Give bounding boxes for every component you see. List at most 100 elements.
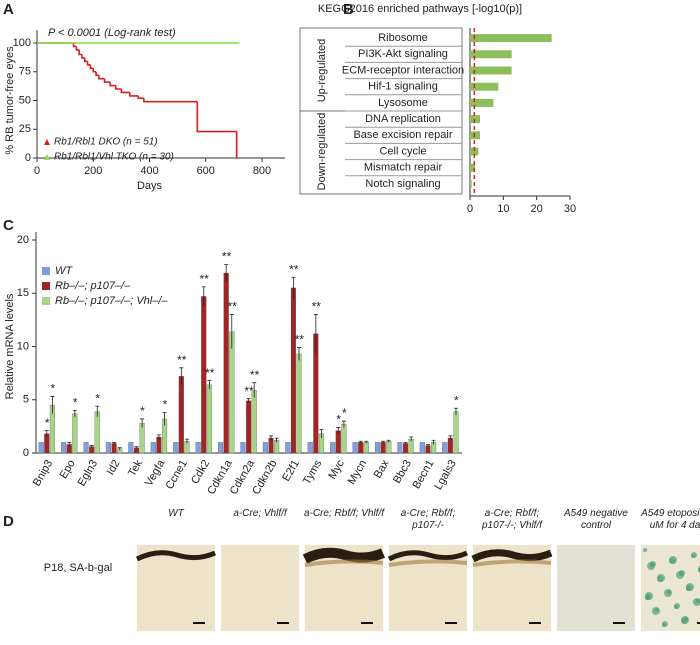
error-bar: [179, 367, 184, 385]
error-bar: [319, 429, 324, 439]
significance-mark: **: [199, 272, 209, 286]
km-step: [84, 57, 88, 63]
column-header: a-Cre; Rbf/f; p107-/-: [400, 508, 456, 531]
error-bar: [297, 347, 302, 361]
km-step: [98, 75, 105, 80]
y-tick-label: 0: [23, 447, 29, 459]
error-bar: [50, 396, 55, 414]
bar: [470, 66, 512, 75]
bar: [380, 442, 386, 454]
km-step: [72, 43, 77, 48]
y-tick-label: 20: [17, 234, 29, 246]
bar: [105, 442, 112, 454]
bar: [178, 376, 184, 454]
x-tick-label: Cdk2: [189, 458, 212, 486]
x-tick-label: 800: [253, 165, 271, 177]
x-tick-label: Bbc3: [391, 458, 414, 486]
error-bar: [156, 434, 161, 440]
error-bar: [364, 440, 369, 444]
error-bar: [89, 445, 94, 448]
error-bar: [381, 440, 386, 444]
x-tick-label: 10: [497, 203, 509, 215]
error-bar: [207, 380, 212, 390]
bar: [447, 437, 453, 454]
x-tick-label: Egln3: [76, 458, 100, 488]
significance-mark: **: [289, 262, 299, 276]
bar: [453, 411, 459, 454]
km-step: [89, 64, 94, 70]
bar: [296, 353, 302, 454]
stain-spot: [691, 554, 695, 558]
bar: [72, 413, 78, 454]
significance-mark: *: [140, 404, 145, 418]
category-label: PI3K-Akt signaling: [358, 48, 448, 60]
error-bar: [44, 430, 49, 438]
bar: [111, 443, 117, 454]
bar: [38, 442, 44, 454]
error-bar: [403, 441, 408, 445]
stain-spot: [676, 571, 684, 579]
km-step: [103, 78, 111, 83]
error-bar: [269, 435, 274, 441]
y-axis-label: % RB tumor-free eyes: [4, 46, 16, 155]
legend-marker: [44, 154, 50, 160]
bar: [358, 442, 364, 454]
error-bar: [112, 441, 117, 445]
stain-spot: [645, 596, 649, 600]
column-header: A549 etoposide 1 uM for 4 days: [641, 508, 700, 531]
x-tick-label: 400: [140, 165, 158, 177]
significance-mark: **: [250, 368, 260, 382]
significance-mark: **: [228, 300, 238, 314]
x-tick-label: Epo: [58, 458, 78, 481]
significance-mark: *: [73, 396, 78, 410]
bar: [386, 441, 392, 454]
bar: [156, 436, 162, 454]
km-step: [75, 46, 80, 51]
bar: [442, 442, 448, 454]
column-header: a-Cre; Vhlf/f: [233, 508, 287, 519]
error-bar: [134, 446, 139, 449]
tissue-band: [387, 550, 469, 562]
bar: [251, 390, 257, 454]
bar: [150, 442, 156, 454]
error-bar: [162, 412, 167, 426]
error-bar: [72, 410, 77, 417]
bar: [397, 442, 403, 454]
tissue-band: [135, 550, 217, 562]
bar: [470, 163, 475, 172]
stain-spot: [674, 605, 678, 609]
bar: [470, 34, 552, 43]
error-bar: [291, 276, 296, 299]
bar: [61, 442, 67, 454]
stain: [388, 559, 468, 567]
error-bar: [448, 435, 453, 441]
bar: [240, 442, 246, 454]
km-step: [143, 98, 198, 103]
bar: [290, 287, 296, 454]
error-bar: [453, 407, 458, 415]
x-tick-label: 200: [84, 165, 102, 177]
bar: [218, 442, 224, 454]
error-bar: [425, 444, 430, 447]
panel-label: C: [3, 217, 14, 234]
category-label: Mismatch repair: [364, 162, 443, 174]
category-label: Ribosome: [378, 32, 428, 44]
bar: [268, 437, 274, 454]
tissue-band: [471, 549, 553, 563]
significance-mark: **: [312, 300, 322, 314]
legend-swatch: [42, 282, 50, 290]
x-tick-label: 30: [564, 203, 576, 215]
category-label: DNA replication: [365, 113, 441, 125]
stain-spot: [669, 558, 675, 564]
stain-spot: [662, 623, 666, 627]
error-bar: [67, 441, 72, 447]
bar: [173, 442, 179, 454]
bar: [307, 442, 313, 454]
x-tick-label: Bnip3: [31, 458, 55, 488]
significance-mark: *: [336, 413, 341, 427]
x-tick-label: Mycn: [346, 458, 370, 487]
bar: [419, 442, 425, 454]
stain-spot: [693, 598, 700, 606]
km-step: [137, 95, 144, 99]
